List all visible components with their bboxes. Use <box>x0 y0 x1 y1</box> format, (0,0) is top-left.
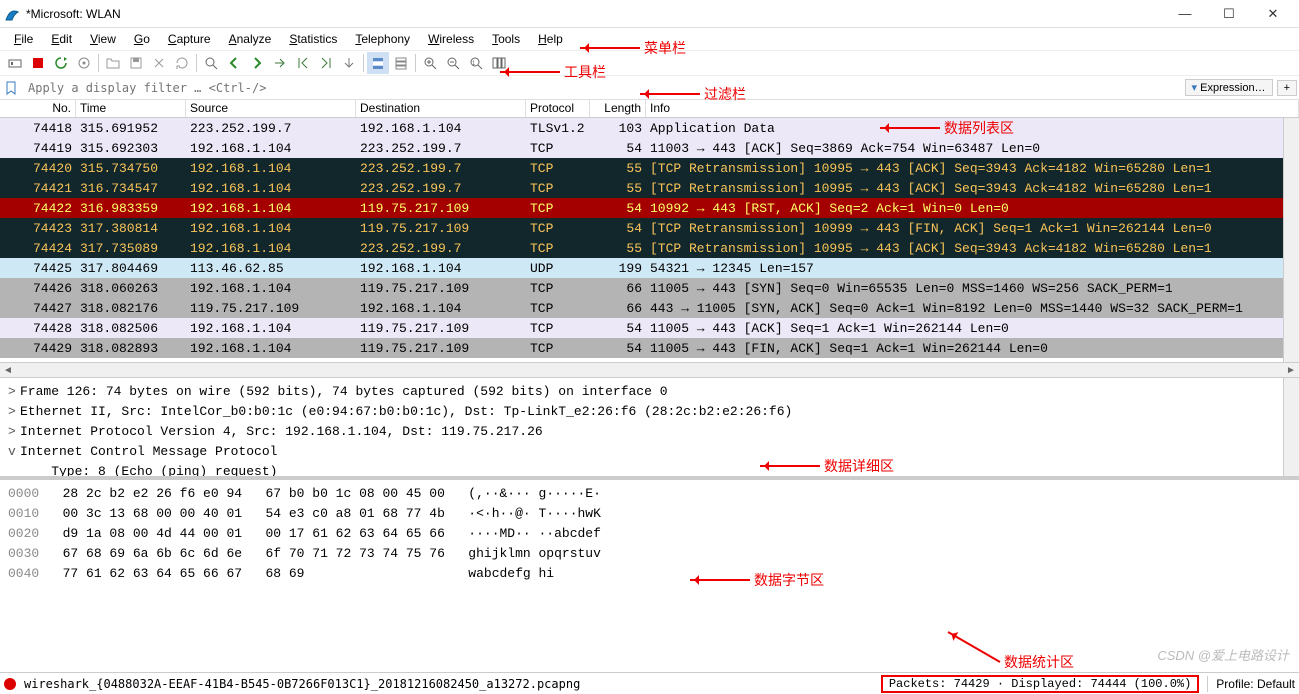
add-filter-button[interactable]: + <box>1277 80 1297 96</box>
profile-label[interactable]: Profile: Default <box>1216 677 1295 691</box>
detail-line[interactable]: >Internet Protocol Version 4, Src: 192.1… <box>8 422 1291 442</box>
packet-list: No. Time Source Destination Protocol Len… <box>0 100 1299 362</box>
detail-line[interactable]: >Frame 126: 74 bytes on wire (592 bits),… <box>8 382 1291 402</box>
menu-file[interactable]: File <box>6 30 41 48</box>
close-button[interactable]: ✕ <box>1251 0 1295 28</box>
bytes-line[interactable]: 0040 77 61 62 63 64 65 66 67 68 69 wabcd… <box>8 564 1291 584</box>
menu-telephony[interactable]: Telephony <box>347 30 418 48</box>
toolbar: 1 <box>0 50 1299 76</box>
packet-stats: Packets: 74429 · Displayed: 74444 (100.0… <box>881 675 1199 693</box>
packet-row[interactable]: 74419315.692303192.168.1.104223.252.199.… <box>0 138 1299 158</box>
zoom-reset-icon[interactable]: 1 <box>465 52 487 74</box>
maximize-button[interactable]: ☐ <box>1207 0 1251 28</box>
menu-go[interactable]: Go <box>126 30 158 48</box>
col-source[interactable]: Source <box>186 100 356 117</box>
packet-row[interactable]: 74421316.734547192.168.1.104223.252.199.… <box>0 178 1299 198</box>
next-icon[interactable] <box>246 52 268 74</box>
packet-row[interactable]: 74423317.380814192.168.1.104119.75.217.1… <box>0 218 1299 238</box>
packet-list-header: No. Time Source Destination Protocol Len… <box>0 100 1299 118</box>
menu-analyze[interactable]: Analyze <box>221 30 280 48</box>
menu-wireless[interactable]: Wireless <box>420 30 482 48</box>
save-icon[interactable] <box>125 52 147 74</box>
menu-bar: FileEditViewGoCaptureAnalyzeStatisticsTe… <box>0 28 1299 50</box>
window-title: *Microsoft: WLAN <box>26 7 1163 21</box>
interfaces-icon[interactable] <box>4 52 26 74</box>
app-icon <box>4 6 20 22</box>
menu-tools[interactable]: Tools <box>484 30 528 48</box>
last-icon[interactable] <box>315 52 337 74</box>
watermark: CSDN @爱上电路设计 <box>1157 645 1289 664</box>
reload-icon[interactable] <box>171 52 193 74</box>
col-protocol[interactable]: Protocol <box>526 100 590 117</box>
display-filter-input[interactable] <box>24 78 1181 98</box>
autoresize-icon[interactable] <box>390 52 412 74</box>
goto-icon[interactable] <box>269 52 291 74</box>
find-icon[interactable] <box>200 52 222 74</box>
col-time[interactable]: Time <box>76 100 186 117</box>
detail-line[interactable]: Type: 8 (Echo (ping) request) <box>8 462 1291 480</box>
packet-list-scrollbar[interactable] <box>1283 118 1299 362</box>
menu-help[interactable]: Help <box>530 30 571 48</box>
packet-list-hscroll[interactable]: ◄► <box>0 362 1299 378</box>
packet-row[interactable]: 74426318.060263192.168.1.104119.75.217.1… <box>0 278 1299 298</box>
packet-row[interactable]: 74424317.735089192.168.1.104223.252.199.… <box>0 238 1299 258</box>
bytes-line[interactable]: 0010 00 3c 13 68 00 00 40 01 54 e3 c0 a8… <box>8 504 1291 524</box>
expression-button[interactable]: ▾ Expression… <box>1185 79 1273 96</box>
title-bar: *Microsoft: WLAN — ☐ ✕ <box>0 0 1299 28</box>
packet-row[interactable]: 74418315.691952223.252.199.7192.168.1.10… <box>0 118 1299 138</box>
colorize-icon[interactable] <box>367 52 389 74</box>
col-length[interactable]: Length <box>590 100 646 117</box>
minimize-button[interactable]: — <box>1163 0 1207 28</box>
resize-cols-icon[interactable] <box>488 52 510 74</box>
first-icon[interactable] <box>292 52 314 74</box>
detail-line[interactable]: >Ethernet II, Src: IntelCor_b0:b0:1c (e0… <box>8 402 1291 422</box>
col-destination[interactable]: Destination <box>356 100 526 117</box>
options-icon[interactable] <box>73 52 95 74</box>
col-info[interactable]: Info <box>646 100 1299 117</box>
bytes-line[interactable]: 0000 28 2c b2 e2 26 f6 e0 94 67 b0 b0 1c… <box>8 484 1291 504</box>
anno-stats: 数据统计区 <box>940 652 1074 672</box>
packet-row[interactable]: 74429318.082893192.168.1.104119.75.217.1… <box>0 338 1299 358</box>
packet-row[interactable]: 74420315.734750192.168.1.104223.252.199.… <box>0 158 1299 178</box>
stop-capture-icon[interactable] <box>27 52 49 74</box>
packet-row[interactable]: 74427318.082176119.75.217.109192.168.1.1… <box>0 298 1299 318</box>
auto-scroll-icon[interactable] <box>338 52 360 74</box>
menu-capture[interactable]: Capture <box>160 30 219 48</box>
menu-view[interactable]: View <box>82 30 124 48</box>
packet-row[interactable]: 74422316.983359192.168.1.104119.75.217.1… <box>0 198 1299 218</box>
packet-row[interactable]: 74428318.082506192.168.1.104119.75.217.1… <box>0 318 1299 338</box>
capture-file-name: wireshark_{0488032A-EEAF-41B4-B545-0B726… <box>24 677 873 691</box>
filter-bar: ▾ Expression… + <box>0 76 1299 100</box>
detail-line[interactable]: vInternet Control Message Protocol <box>8 442 1291 462</box>
bytes-line[interactable]: 0020 d9 1a 08 00 4d 44 00 01 00 17 61 62… <box>8 524 1291 544</box>
packet-details: >Frame 126: 74 bytes on wire (592 bits),… <box>0 378 1299 480</box>
menu-edit[interactable]: Edit <box>43 30 80 48</box>
expert-indicator-icon[interactable] <box>4 678 16 690</box>
menu-statistics[interactable]: Statistics <box>281 30 345 48</box>
zoom-in-icon[interactable] <box>419 52 441 74</box>
zoom-out-icon[interactable] <box>442 52 464 74</box>
details-scrollbar[interactable] <box>1283 378 1299 476</box>
bookmark-icon[interactable] <box>2 79 20 97</box>
open-icon[interactable] <box>102 52 124 74</box>
restart-capture-icon[interactable] <box>50 52 72 74</box>
close-file-icon[interactable] <box>148 52 170 74</box>
prev-icon[interactable] <box>223 52 245 74</box>
packet-bytes: 0000 28 2c b2 e2 26 f6 e0 94 67 b0 b0 1c… <box>0 480 1299 610</box>
col-no[interactable]: No. <box>0 100 76 117</box>
packet-row[interactable]: 74425317.804469113.46.62.85192.168.1.104… <box>0 258 1299 278</box>
bytes-line[interactable]: 0030 67 68 69 6a 6b 6c 6d 6e 6f 70 71 72… <box>8 544 1291 564</box>
status-bar: wireshark_{0488032A-EEAF-41B4-B545-0B726… <box>0 672 1299 694</box>
